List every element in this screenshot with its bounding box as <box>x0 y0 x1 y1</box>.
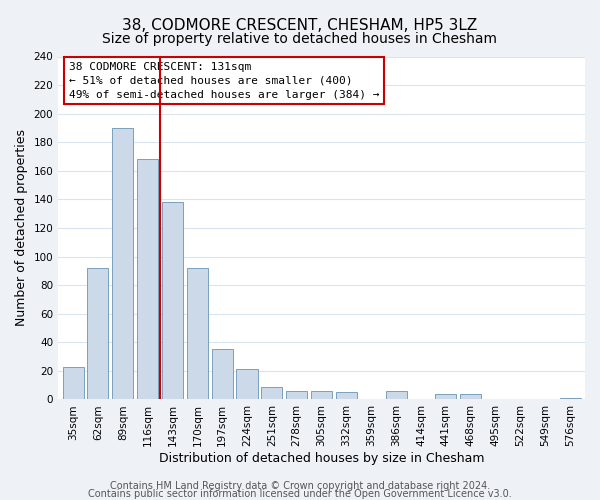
Bar <box>460 394 481 400</box>
Bar <box>435 394 457 400</box>
Bar <box>386 391 407 400</box>
Text: Contains HM Land Registry data © Crown copyright and database right 2024.: Contains HM Land Registry data © Crown c… <box>110 481 490 491</box>
Y-axis label: Number of detached properties: Number of detached properties <box>15 130 28 326</box>
Bar <box>162 202 183 400</box>
Text: Contains public sector information licensed under the Open Government Licence v3: Contains public sector information licen… <box>88 489 512 499</box>
Bar <box>286 391 307 400</box>
Bar <box>212 350 233 400</box>
Bar <box>311 391 332 400</box>
Bar <box>62 366 83 400</box>
Text: 38, CODMORE CRESCENT, CHESHAM, HP5 3LZ: 38, CODMORE CRESCENT, CHESHAM, HP5 3LZ <box>122 18 478 32</box>
Bar <box>112 128 133 400</box>
Bar <box>262 386 283 400</box>
Text: 38 CODMORE CRESCENT: 131sqm
← 51% of detached houses are smaller (400)
49% of se: 38 CODMORE CRESCENT: 131sqm ← 51% of det… <box>69 62 379 100</box>
Bar <box>88 268 109 400</box>
Bar <box>187 268 208 400</box>
X-axis label: Distribution of detached houses by size in Chesham: Distribution of detached houses by size … <box>159 452 484 465</box>
Bar <box>137 160 158 400</box>
Bar <box>560 398 581 400</box>
Bar <box>236 370 257 400</box>
Bar <box>336 392 357 400</box>
Text: Size of property relative to detached houses in Chesham: Size of property relative to detached ho… <box>103 32 497 46</box>
